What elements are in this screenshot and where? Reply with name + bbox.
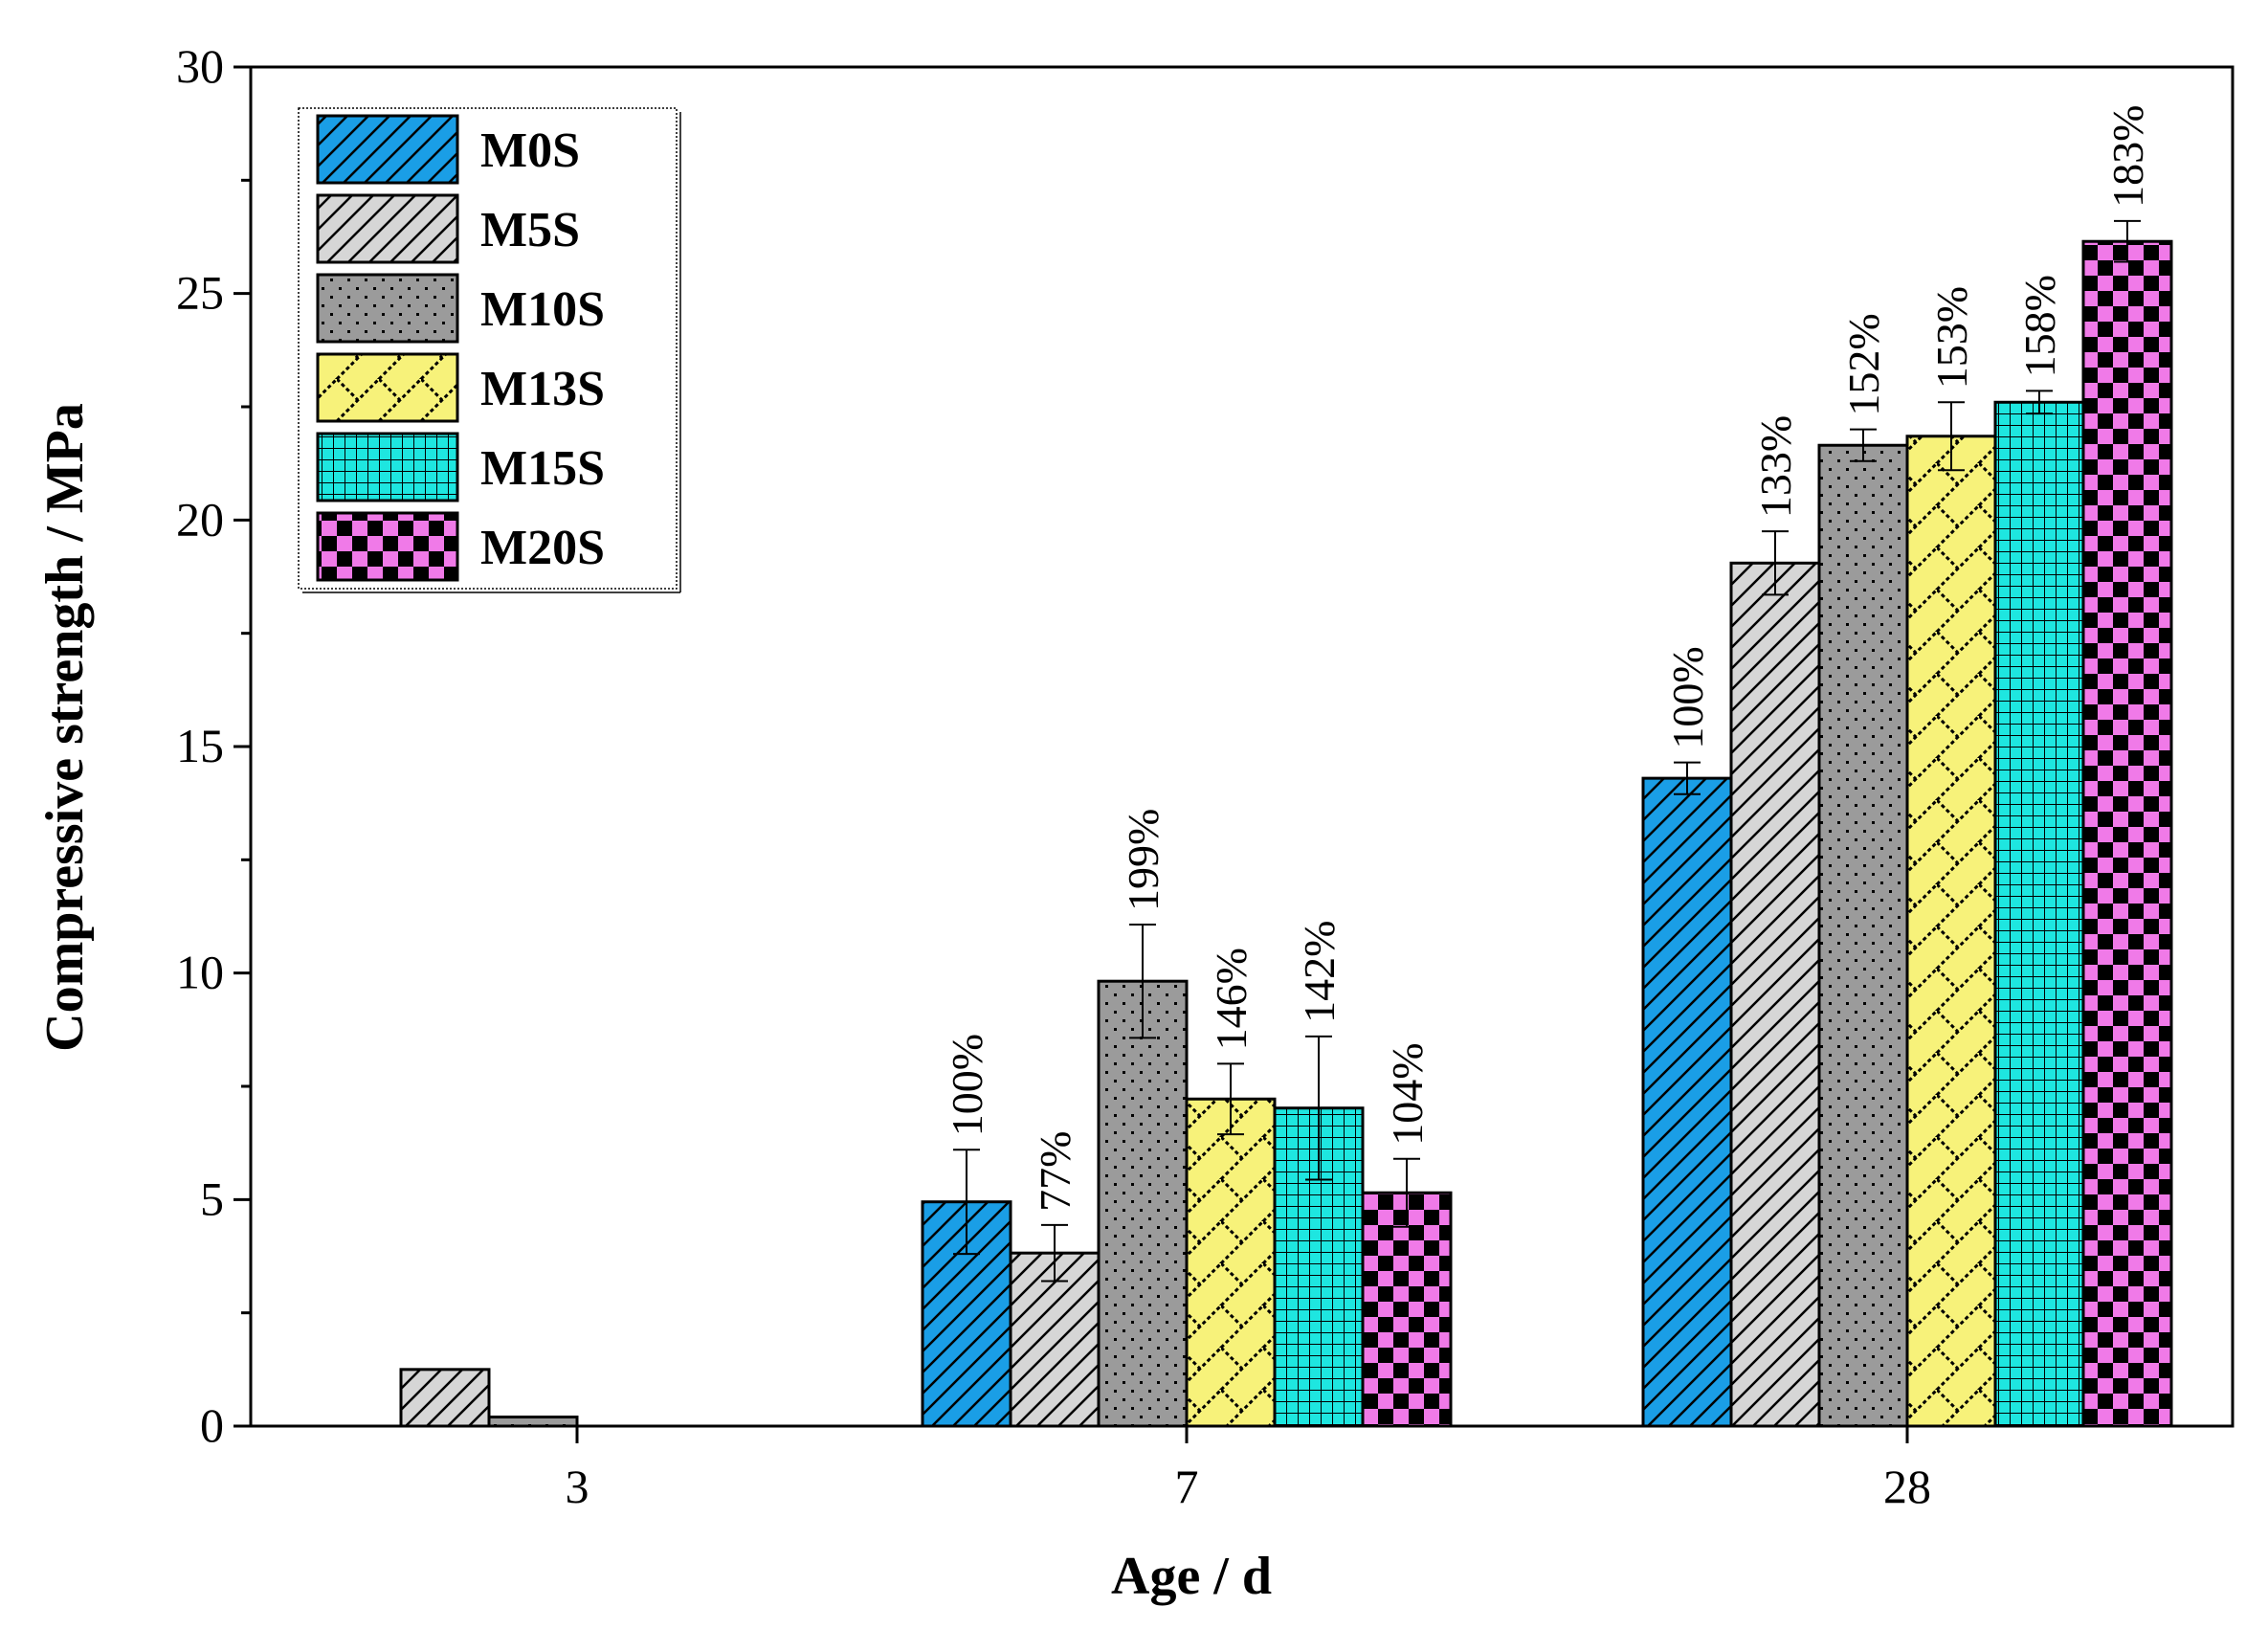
bar-m5s-3 [399,1368,491,1428]
error-bar-m5s-7 [1041,1223,1068,1283]
legend-swatch-m5s [316,193,459,264]
plot-layer: 100% 100% 77% 133% 199% 152% 146% 153% 142% 158% 1… [399,105,2173,1428]
bar-m20s-7 [1361,1191,1453,1428]
legend-swatch-m20s [316,511,459,582]
legend-label-m13s: M13S [480,362,605,416]
axis-layer: 0 5 10 15 20 25 30 3 7 28 [176,39,2235,1513]
error-bar-m13s-28 [1938,401,1965,472]
data-label-m15s-7: 142% [1295,921,1344,1023]
data-label-m20s-7: 104% [1383,1042,1432,1145]
data-label-m10s-28: 152% [1839,313,1888,415]
error-bar-m20s-7 [1393,1157,1420,1228]
error-bar-m15s-28 [2026,390,2053,415]
data-label-m5s-7: 77% [1031,1131,1079,1212]
legend-label-m20s: M20S [480,521,605,575]
bar-m20s-28 [2081,239,2173,1428]
x-tick-label-28: 28 [1883,1460,1931,1513]
data-label-m13s-28: 153% [1927,286,1976,389]
y-tick-label: 10 [176,946,224,999]
legend-swatch-m13s [316,352,459,423]
legend-box [298,107,678,590]
error-bar-m10s-28 [1850,428,1877,462]
data-label-m10s-7: 199% [1119,809,1167,911]
bar-m0s-28 [1641,776,1733,1428]
x-axis-title: Age / d [1111,1547,1272,1606]
y-tick-label: 25 [176,266,224,320]
legend-label-m15s: M15S [480,441,605,496]
error-bar-m0s-28 [1674,761,1701,795]
error-bar-m0s-7 [953,1149,980,1256]
legend-label-m5s: M5S [480,203,580,257]
data-label-m13s-7: 146% [1207,948,1256,1050]
bar-m13s-28 [1905,435,1997,1428]
data-label-m0s-28: 100% [1663,646,1712,748]
bar-m10s-28 [1817,443,1909,1428]
error-bar-m20s-28 [2114,219,2141,263]
y-axis-title: Compressive strength / MPa [35,403,95,1052]
legend-swatch-m10s [316,273,459,344]
x-tick-label-7: 7 [1175,1460,1199,1513]
data-label-m0s-7: 100% [943,1034,991,1136]
data-label-m20s-28: 183% [2103,105,2152,208]
error-bar-m13s-7 [1217,1062,1244,1136]
bar-m13s-7 [1185,1097,1277,1428]
bar-m5s-28 [1729,561,1821,1428]
legend-swatch-m0s [316,114,459,185]
legend-label-m10s: M10S [480,282,605,337]
data-label-m5s-28: 133% [1751,415,1800,518]
error-bar-m10s-7 [1129,924,1156,1039]
y-tick-label: 20 [176,492,224,546]
y-tick-label: 0 [200,1398,224,1452]
legend-swatch-m15s [316,432,459,502]
y-tick-label: 5 [200,1172,224,1225]
y-tick-label: 30 [176,39,224,93]
legend: M0S M5S M10S M13S M15S M20S [298,107,681,593]
bar-m10s-7 [1097,979,1189,1428]
bar-m15s-28 [1993,400,2085,1428]
error-bar-m5s-28 [1762,530,1789,596]
x-tick-label-3: 3 [566,1460,589,1513]
error-bar-m15s-7 [1305,1035,1332,1181]
y-tick-label: 15 [176,719,224,772]
legend-label-m0s: M0S [480,123,580,178]
data-label-m15s-28: 158% [2015,275,2064,377]
